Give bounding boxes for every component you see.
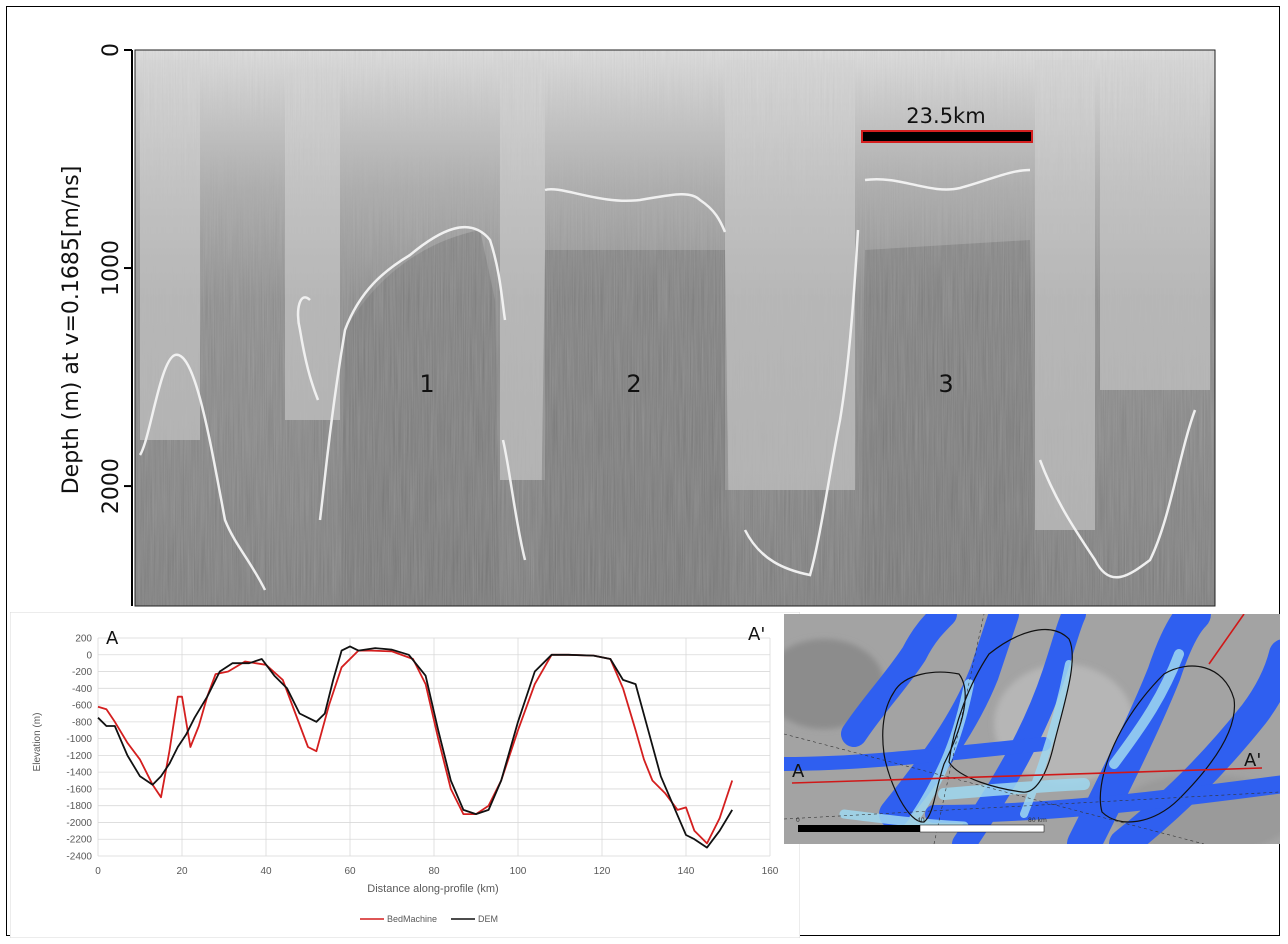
radargram-y-tick-label-1000: 1000 <box>99 240 124 296</box>
profile-label-a: A <box>106 628 119 649</box>
legend-label-dem: DEM <box>478 914 498 924</box>
profile-series-line-bedmachine <box>97 649 734 845</box>
profile-x-axis-label: Distance along-profile (km) <box>367 883 498 895</box>
profile-x-axis: 0 20 40 60 80 100 120 140 160 <box>95 866 779 877</box>
profile-y-tick-label: -200 <box>72 667 92 678</box>
profile-x-tick-label: 100 <box>510 866 527 877</box>
map-label-a-prime: A' <box>1244 750 1261 771</box>
map-image: 0 40 80 km <box>784 614 1280 844</box>
map-scale-label-40: 40 <box>917 817 925 824</box>
profile-line-a-a-prime <box>791 767 1263 784</box>
radargram-y-axis-label: Depth (m) at v=0.1685[m/ns] <box>59 166 84 495</box>
profile-y-tick-label: -400 <box>72 684 92 695</box>
radargram-y-tick-label-0: 0 <box>99 43 124 57</box>
profile-x-tick-label: 0 <box>95 866 101 877</box>
profile-y-tick-label: -1400 <box>66 768 92 779</box>
profile-x-tick-label: 60 <box>344 866 356 877</box>
profile-x-tick-label: 160 <box>762 866 779 877</box>
profile-y-axis-label: Elevation (m) <box>32 713 43 772</box>
profile-legend: BedMachine DEM <box>360 914 498 924</box>
map-scale-label-0: 0 <box>796 817 800 824</box>
profile-y-tick-label: -1600 <box>66 784 92 795</box>
profile-y-tick-label: -2200 <box>66 835 92 846</box>
profile-y-tick-label: -1200 <box>66 751 92 762</box>
profile-x-tick-label: 80 <box>428 866 440 877</box>
radargram-scale-bar <box>861 130 1033 143</box>
radargram-image <box>135 50 1215 606</box>
location-map: 0 40 80 km A A' <box>784 614 1280 844</box>
profile-x-tick-label: 40 <box>260 866 272 877</box>
map-label-a: A <box>792 761 805 782</box>
profile-y-tick-label: -600 <box>72 701 92 712</box>
scale-bar-label: 23.5km <box>906 104 985 128</box>
basin-label-2: 2 <box>626 370 641 398</box>
fast-flow-bands <box>839 649 1184 831</box>
elevation-profile-chart: 0 20 40 60 80 100 120 140 160 200 0 -200 -400 -600 -8… <box>10 612 800 938</box>
legend-label-bedmachine: BedMachine <box>387 914 437 924</box>
profile-x-tick-label: 20 <box>176 866 188 877</box>
basin-label-1: 1 <box>419 370 434 398</box>
map-graticule <box>784 614 1280 844</box>
profile-x-tick-label: 140 <box>678 866 695 877</box>
profile-y-tick-label: -800 <box>72 717 92 728</box>
map-scale-label-80: 80 km <box>1028 817 1047 824</box>
map-scale-bar <box>798 824 1045 833</box>
profile-series <box>97 645 734 849</box>
profile-y-tick-label: -2400 <box>66 852 92 863</box>
radargram-y-tick-label-2000: 2000 <box>99 458 124 514</box>
profile-y-tick-label: -1800 <box>66 801 92 812</box>
radargram-y-axis: 0 1000 2000 <box>99 43 133 606</box>
profile-y-tick-label: -1000 <box>66 734 92 745</box>
basin-label-3: 3 <box>938 370 953 398</box>
profile-y-tick-label: 0 <box>86 650 92 661</box>
profile-series-line-dem <box>97 645 733 849</box>
profile-y-axis: 200 0 -200 -400 -600 -800 -1000 -1200 -1400 -1600… <box>66 634 92 863</box>
basin-outlines <box>882 629 1236 823</box>
secondary-profile-line <box>1208 614 1245 665</box>
profile-x-tick-label: 120 <box>594 866 611 877</box>
profile-y-tick-label: -2000 <box>66 818 92 829</box>
profile-y-tick-label: 200 <box>75 634 92 645</box>
profile-label-a-prime: A' <box>748 624 765 645</box>
